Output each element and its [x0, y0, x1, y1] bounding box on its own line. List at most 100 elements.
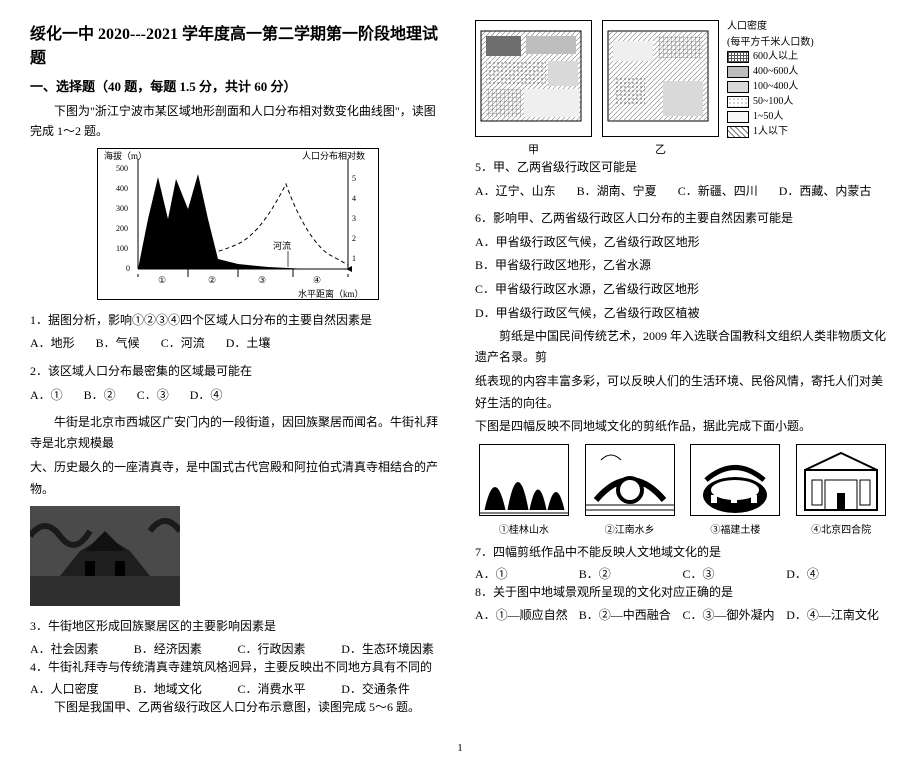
opt: C．甲省级行政区水源，乙省级行政区地形: [475, 279, 890, 301]
opt: D．④: [786, 565, 890, 582]
q6-options: A．甲省级行政区气候，乙省级行政区地形 B．甲省级行政区地形，乙省水源 C．甲省…: [475, 232, 890, 324]
svg-text:3: 3: [352, 214, 356, 223]
cut-label: 桂林山水: [509, 525, 549, 536]
opt: C．新疆、四川: [678, 181, 758, 203]
page-title: 绥化一中 2020---2021 学年度高一第二学期第一阶段地理试题: [30, 20, 445, 68]
cut-label: 福建土楼: [720, 525, 760, 536]
opt: D．④—江南文化: [786, 606, 890, 623]
map-figure-row: 甲 乙 人口密度 (每平方千米人口数) 600人以: [475, 20, 890, 157]
opt: A．社会因素: [30, 640, 134, 657]
papercut-4: [796, 444, 886, 516]
cut-label: 江南水乡: [615, 525, 655, 536]
svg-text:500: 500: [116, 164, 128, 173]
opt: B．经济因素: [134, 640, 238, 657]
papercut-row: ①桂林山水 ②江南水乡: [475, 444, 890, 536]
papercut-1: [479, 444, 569, 516]
question-1: 1．据图分析，影响①②③④四个区域人口分布的主要自然因素是: [30, 310, 445, 332]
opt: D．④: [190, 385, 223, 407]
page-number: 1: [30, 742, 890, 754]
question-6: 6．影响甲、乙两省级行政区人口分布的主要自然因素可能是: [475, 208, 890, 230]
intro-text-4a: 剪纸是中国民间传统艺术，2009 年入选联合国教科文组织人类非物质文化遗产名录。…: [475, 326, 890, 367]
cut-id: ③: [710, 525, 720, 536]
q1-options: A．地形 B．气候 C．河流 D．土壤: [30, 333, 445, 355]
opt: C．河流: [161, 333, 205, 355]
opt: C．③—御外凝内: [683, 606, 787, 623]
opt: A．①—顺应自然: [475, 606, 579, 623]
q2-options: A．① B．② C．③ D．④: [30, 385, 445, 407]
svg-text:5: 5: [352, 174, 356, 183]
opt: D．西藏、内蒙古: [779, 181, 872, 203]
legend: 人口密度 (每平方千米人口数) 600人以上 400~600人 100~400人…: [727, 20, 814, 140]
legend-item: 600人以上: [753, 50, 798, 64]
legend-item: 1~50人: [753, 110, 783, 124]
question-3: 3．牛街地区形成回族聚居区的主要影响因素是: [30, 616, 445, 638]
q3-options: A．社会因素 B．经济因素 C．行政因素 D．生态环境因素: [30, 640, 445, 657]
question-8: 8．关于图中地域景观所呈现的文化对应正确的是: [475, 582, 890, 604]
question-5: 5．甲、乙两省级行政区可能是: [475, 157, 890, 179]
opt: B．②—中西融合: [579, 606, 683, 623]
opt: A．辽宁、山东: [475, 181, 556, 203]
section-heading: 一、选择题（40 题，每题 1.5 分，共计 60 分）: [30, 76, 445, 95]
opt: D．交通条件: [341, 680, 445, 697]
legend-title: 人口密度: [727, 20, 814, 34]
opt: A．地形: [30, 333, 75, 355]
intro-text-4c: 下图是四幅反映不同地域文化的剪纸作品，据此完成下面小题。: [475, 416, 890, 438]
opt: B．②: [84, 385, 116, 407]
q4-options: A．人口密度 B．地域文化 C．消费水平 D．交通条件: [30, 680, 445, 697]
legend-item: 50~100人: [753, 95, 793, 109]
opt: D．土壤: [226, 333, 271, 355]
opt: C．③: [683, 565, 787, 582]
svg-text:400: 400: [116, 184, 128, 193]
question-2: 2．该区域人口分布最密集的区域最可能在: [30, 361, 445, 383]
map-label: 乙: [602, 141, 719, 157]
q7-options: A．① B．② C．③ D．④: [475, 565, 890, 582]
opt: B．甲省级行政区地形，乙省水源: [475, 255, 890, 277]
cut-id: ④: [811, 525, 821, 536]
map-right: 乙: [602, 20, 719, 157]
opt: A．人口密度: [30, 680, 134, 697]
opt: B．②: [579, 565, 683, 582]
opt: D．生态环境因素: [341, 640, 445, 657]
legend-item: 100~400人: [753, 80, 798, 94]
opt: C．行政因素: [238, 640, 342, 657]
q5-options: A．辽宁、山东 B．湖南、宁夏 C．新疆、四川 D．西藏、内蒙古: [475, 181, 890, 203]
question-7: 7．四幅剪纸作品中不能反映人文地域文化的是: [475, 542, 890, 564]
svg-text:200: 200: [116, 224, 128, 233]
opt: C．③: [137, 385, 169, 407]
opt: C．消费水平: [238, 680, 342, 697]
x-axis-label: 水平距离（km）: [298, 288, 364, 299]
opt: A．甲省级行政区气候，乙省级行政区地形: [475, 232, 890, 254]
legend-subtitle: (每平方千米人口数): [727, 36, 814, 50]
cut-id: ①: [499, 525, 509, 536]
opt: A．①: [475, 565, 579, 582]
intro-text-1: 下图为"浙江宁波市某区域地形剖面和人口分布相对数变化曲线图"，读图完成 1～2 …: [30, 101, 445, 142]
question-4: 4．牛街礼拜寺与传统清真寺建筑风格迥异，主要反映出不同地方具有不同的: [30, 657, 445, 679]
map-label: 甲: [475, 141, 592, 157]
intro-text-2b: 大、历史最久的一座清真寺，是中国式古代宫殿和阿拉伯式清真寺相结合的产物。: [30, 457, 445, 500]
river-label: 河流: [273, 240, 291, 251]
cut-id: ②: [605, 525, 615, 536]
opt: B．湖南、宁夏: [577, 181, 657, 203]
opt: A．①: [30, 385, 63, 407]
cut-label: 北京四合院: [821, 525, 871, 536]
opt: B．地域文化: [134, 680, 238, 697]
intro-text-2a: 牛街是北京市西城区广安门内的一段街道，因回族聚居而闻名。牛街礼拜寺是北京规模最: [30, 412, 445, 453]
intro-text-4b: 纸表现的内容丰富多彩，可以反映人们的生活环境、民俗风情，寄托人们对美好生活的向往…: [475, 371, 890, 414]
legend-item: 1人以下: [753, 125, 788, 139]
svg-text:②: ②: [208, 275, 216, 285]
svg-text:①: ①: [158, 275, 166, 285]
svg-text:300: 300: [116, 204, 128, 213]
svg-text:④: ④: [313, 275, 321, 285]
map-left: 甲: [475, 20, 592, 157]
papercut-3: [690, 444, 780, 516]
papercut-2: [585, 444, 675, 516]
svg-text:③: ③: [258, 275, 266, 285]
svg-text:0: 0: [126, 264, 130, 273]
q8-options: A．①—顺应自然 B．②—中西融合 C．③—御外凝内 D．④—江南文化: [475, 606, 890, 623]
right-axis-label: 人口分布相对数: [302, 150, 365, 161]
opt: D．甲省级行政区气候，乙省级行政区植被: [475, 303, 890, 325]
svg-text:1: 1: [352, 254, 356, 263]
mosque-photo: [30, 506, 180, 606]
svg-text:2: 2: [352, 234, 356, 243]
svg-text:4: 4: [352, 194, 356, 203]
